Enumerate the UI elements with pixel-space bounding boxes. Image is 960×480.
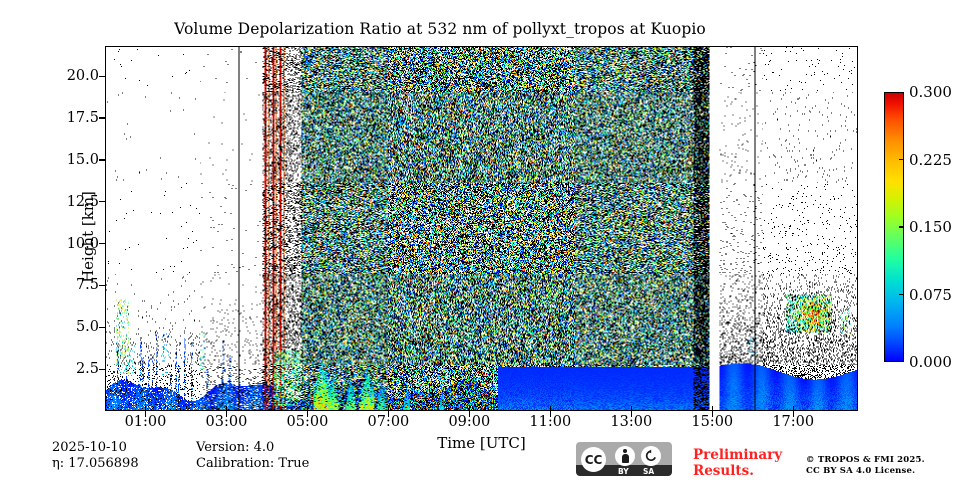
colorbar-tick-label: 0.150	[909, 218, 952, 236]
x-axis-label: Time [UTC]	[437, 434, 526, 452]
page-title: Volume Depolarization Ratio at 532 nm of…	[174, 20, 706, 38]
x-tick-label: 13:00	[610, 414, 653, 430]
cc-icon: CC	[581, 447, 606, 472]
x-tick-mark	[144, 406, 147, 411]
x-tick-mark	[711, 406, 713, 411]
cc-by-icon	[615, 446, 635, 466]
plot-area	[105, 46, 858, 411]
y-tick-label: 5.0	[75, 319, 99, 336]
x-tick-mark	[225, 406, 228, 411]
x-tick-label: 11:00	[529, 414, 572, 430]
y-tick-label: 10.0	[66, 235, 99, 252]
y-tick-label: 2.5	[75, 361, 99, 378]
preliminary-line-2: Results.	[693, 463, 754, 479]
y-tick-label: 7.5	[75, 277, 99, 294]
y-tick-mark	[99, 368, 105, 370]
y-tick-label: 12.5	[66, 193, 99, 210]
x-tick-label: 03:00	[205, 414, 248, 430]
x-tick-mark	[549, 411, 552, 417]
x-tick-mark	[792, 406, 794, 411]
copyright-line-1: © TROPOS & FMI 2025.	[806, 455, 925, 465]
x-tick-label: 01:00	[124, 414, 167, 430]
heatmap-image	[106, 47, 857, 410]
x-tick-mark	[711, 411, 713, 417]
y-tick-mark	[99, 284, 105, 287]
preliminary-line-1: Preliminary	[693, 447, 783, 463]
x-tick-mark	[144, 411, 147, 417]
x-tick-mark	[630, 406, 632, 411]
x-tick-mark	[225, 411, 228, 417]
x-tick-mark	[468, 406, 471, 411]
cc-by-label: BY	[618, 467, 629, 476]
colorbar-tick-label: 0.000	[909, 353, 952, 371]
y-tick-mark	[99, 242, 105, 245]
x-tick-label: 15:00	[691, 414, 734, 430]
y-tick-mark	[99, 159, 105, 161]
x-tick-mark	[468, 411, 471, 417]
x-tick-mark	[549, 406, 552, 411]
y-tick-label: 17.5	[66, 109, 99, 126]
x-tick-label: 17:00	[772, 414, 815, 430]
copyright-note: © TROPOS & FMI 2025. CC BY SA 4.0 Licens…	[806, 455, 925, 477]
x-tick-mark	[387, 411, 390, 417]
y-tick-mark	[99, 117, 105, 119]
colorbar-tick-mark	[899, 293, 904, 296]
x-tick-label: 07:00	[367, 414, 410, 430]
footer-version: Version: 4.0	[196, 440, 275, 455]
footer-version-block: Version: 4.0 Calibration: True	[196, 440, 309, 472]
y-tick-mark	[99, 75, 105, 77]
footer-date: 2025-10-10	[52, 440, 127, 455]
cc-sa-label: SA	[643, 467, 655, 476]
x-tick-label: 09:00	[448, 414, 491, 430]
cc-sharealike-icon	[641, 446, 661, 466]
footer-eta: η: 17.056898	[52, 456, 139, 471]
colorbar-tick-label: 0.075	[909, 285, 952, 304]
y-tick-mark	[99, 326, 105, 328]
x-tick-mark	[792, 411, 794, 417]
footer-calibration: Calibration: True	[196, 456, 310, 471]
x-tick-label: 05:00	[286, 414, 329, 430]
colorbar-tick-label: 0.300	[909, 83, 952, 101]
y-tick-label: 15.0	[66, 151, 99, 168]
colorbar-tick-label: 0.225	[909, 150, 952, 169]
copyright-line-2: CC BY SA 4.0 License.	[806, 466, 916, 476]
footer-date-block: 2025-10-10 η: 17.056898	[52, 440, 139, 472]
y-tick-label: 20.0	[66, 68, 99, 85]
preliminary-results-note: Preliminary Results.	[693, 447, 782, 479]
colorbar-tick-mark	[899, 226, 904, 228]
creative-commons-badge: CC BY SA	[576, 442, 672, 476]
x-tick-mark	[306, 411, 309, 417]
x-tick-mark	[630, 411, 632, 417]
cc-badge-strip	[576, 465, 672, 476]
x-tick-mark	[387, 406, 390, 411]
colorbar-tick-mark	[899, 158, 904, 161]
y-tick-mark	[99, 201, 105, 203]
x-tick-mark	[306, 406, 309, 411]
